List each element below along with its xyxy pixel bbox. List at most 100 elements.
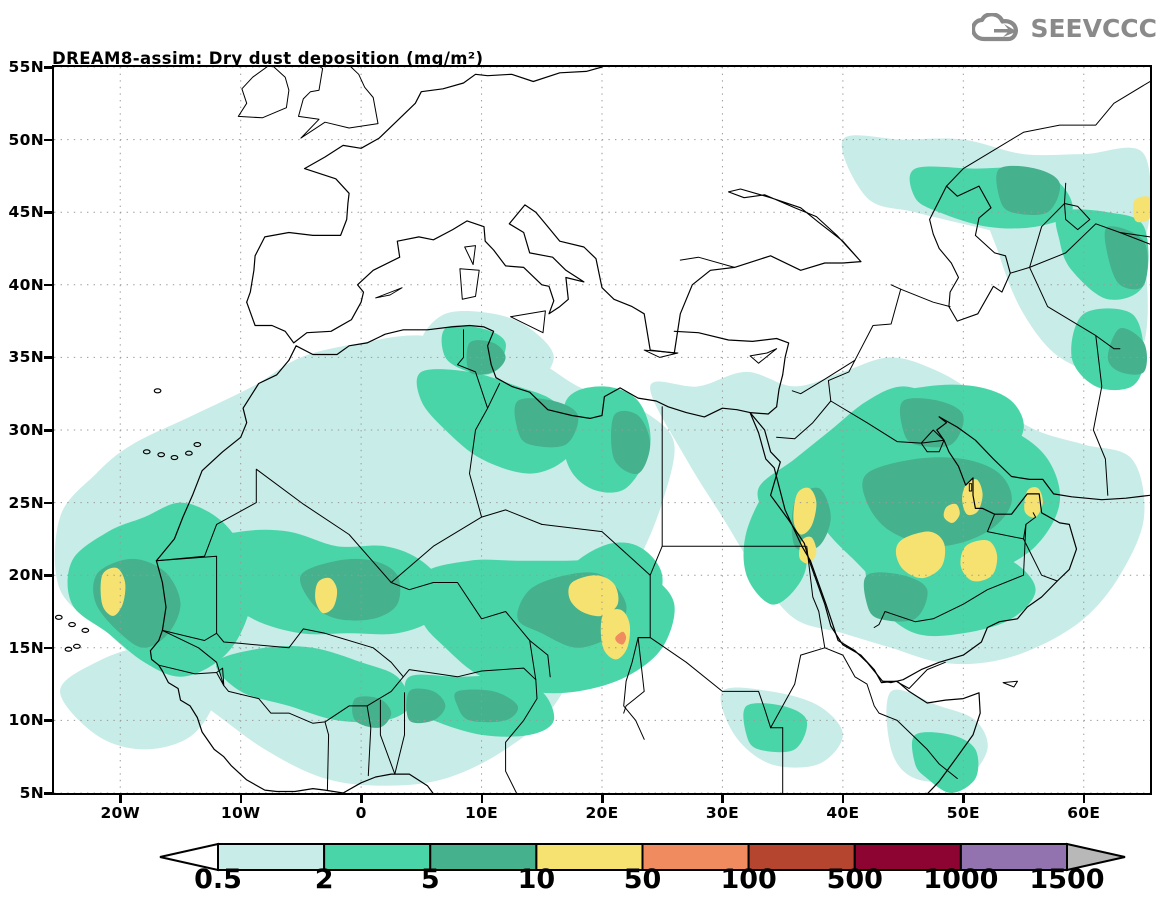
geo-line: [216, 628, 404, 678]
x-tick: [962, 794, 965, 803]
geo-line: [986, 512, 1037, 540]
geo-line: [649, 406, 663, 576]
dust-contour: [100, 567, 126, 616]
y-tick: [44, 283, 53, 287]
dust-contour: [863, 572, 928, 622]
geo-line: [324, 667, 537, 723]
y-tick-label: 55N: [8, 58, 44, 76]
dust-contour: [1104, 226, 1148, 290]
geo-line: [394, 692, 405, 775]
dust-contour: [895, 531, 946, 579]
dust-contour: [996, 165, 1061, 215]
map-plot-area: [52, 65, 1152, 795]
x-tick-label: 0: [355, 804, 367, 822]
dust-contour: [799, 536, 817, 564]
colorbar-tick-label: 50: [623, 864, 662, 895]
geo-line: [149, 560, 434, 793]
geo-line: [464, 245, 476, 265]
geo-line: [1092, 335, 1109, 496]
y-tick-label: 40N: [8, 275, 44, 294]
y-tick: [44, 501, 53, 505]
colorbar-swatches: [159, 842, 1126, 872]
x-tick: [480, 794, 484, 803]
dust-contour: [514, 398, 579, 448]
dust-contour: [454, 689, 519, 723]
dust-contour: [899, 398, 964, 448]
geo-line: [781, 727, 784, 793]
geo-line: [246, 67, 603, 303]
x-tick-label: 60E: [1067, 804, 1101, 822]
y-tick-label: 35N: [8, 348, 44, 367]
y-tick: [44, 138, 53, 142]
colorbar-tick-label: 10: [517, 864, 556, 895]
colorbar-tick-label: 2: [314, 864, 334, 895]
x-tick-label: 20E: [585, 804, 619, 822]
geo-line: [237, 67, 290, 119]
seevccc-logo: SEEVCCC: [972, 8, 1157, 48]
geo-line: [366, 705, 372, 777]
x-tick-label: 50E: [946, 804, 980, 822]
geo-line: [155, 324, 778, 562]
dust-contour: [793, 487, 817, 535]
geo-line: [679, 256, 735, 268]
geo-line: [830, 400, 945, 444]
dust-contour: [600, 609, 631, 660]
x-tick: [360, 794, 363, 803]
dust-contour: [352, 696, 392, 728]
y-tick: [44, 719, 53, 722]
x-tick: [1082, 794, 1086, 803]
geo-line: [882, 661, 946, 689]
dust-contour: [1132, 196, 1150, 223]
x-tick-label: 20W: [100, 804, 141, 822]
dust-contour: [962, 479, 983, 516]
geo-line: [155, 468, 392, 583]
y-tick: [44, 356, 53, 359]
colorbar-tick-label: 5: [420, 864, 440, 895]
colorbar-tick-label: 1500: [1029, 864, 1105, 895]
y-tick: [44, 646, 53, 650]
dust-contour: [466, 340, 506, 375]
dust-field-svg: [54, 67, 1150, 793]
island: [81, 627, 90, 633]
geo-line: [749, 412, 1078, 684]
y-tick-label: 45N: [8, 203, 44, 222]
colorbar-band: [1066, 842, 1126, 872]
island: [170, 455, 179, 461]
geo-line: [541, 523, 651, 740]
cloud-icon: [972, 13, 1019, 42]
dust-contour: [615, 631, 627, 645]
y-tick-label: 10N: [8, 711, 44, 730]
x-tick-label: 40E: [826, 804, 860, 822]
dust-contour: [960, 540, 998, 582]
x-tick-label: 30E: [705, 804, 739, 822]
colorbar-tick-label: 1000: [923, 864, 999, 895]
geo-line: [900, 288, 951, 308]
geo-line: [390, 582, 551, 678]
colorbar: 0.5 2 5 10 50 100 500 1000 1500: [0, 836, 1165, 907]
dust-contour: [1024, 487, 1043, 518]
island: [64, 646, 73, 652]
geo-line: [379, 699, 396, 775]
geo-line: [375, 287, 403, 299]
x-tick: [721, 794, 724, 803]
dust-contour: [611, 410, 651, 475]
coastlines-borders: [54, 67, 1150, 793]
y-tick-label: 5N: [19, 784, 44, 802]
geo-line: [298, 67, 379, 139]
geo-line: [749, 348, 778, 364]
geo-line: [1064, 203, 1091, 231]
island: [142, 449, 151, 455]
geo-line: [791, 359, 856, 395]
geo-line: [727, 188, 862, 263]
geo-line: [968, 483, 973, 492]
geo-line: [1002, 680, 1018, 688]
y-tick: [44, 574, 53, 577]
geo-line: [920, 439, 945, 453]
y-tick: [44, 211, 53, 214]
dust-contour: [315, 577, 338, 614]
x-tick: [841, 794, 845, 803]
island: [193, 441, 202, 448]
colorbar-tick-label: 0.5: [194, 864, 242, 895]
geo-line: [770, 647, 826, 729]
